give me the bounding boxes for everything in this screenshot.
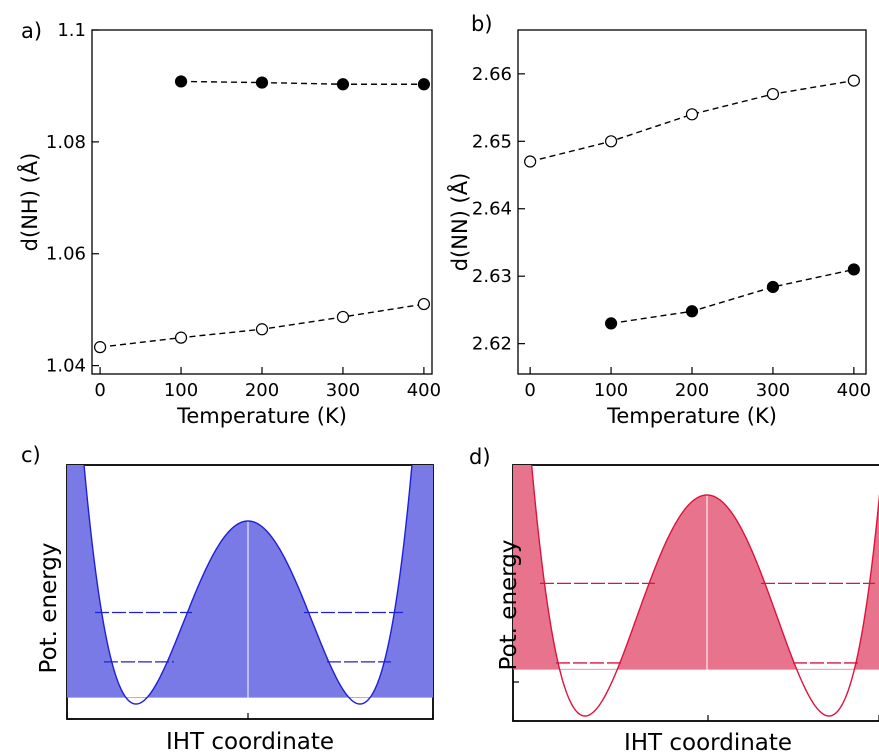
panel-d-potential-curve	[530, 465, 879, 717]
panel-c-label: c)	[21, 443, 41, 467]
panel-b-series-0-point	[847, 74, 860, 87]
panel-b: b) 0 100 200 300 400 2.62 2.63 2.64 2.65 2.66 Te…	[446, 12, 871, 428]
panel-b-series-0-point	[524, 155, 537, 168]
panel-a-series-0-point	[255, 76, 269, 89]
panel-c-ground-state-fill	[248, 465, 433, 698]
panel-b-series-1-line	[610, 268, 855, 325]
panel-a-series-1-point	[255, 323, 269, 336]
panel-b-y-tick-label: 2.66	[472, 64, 512, 85]
panel-b-y-tick-label: 2.62	[472, 334, 512, 355]
panel-c: c) IHT coordinate Pot. energy	[21, 443, 434, 755]
panel-b-series-1-point	[604, 317, 618, 330]
panel-b-y-tick-label: 2.63	[472, 266, 512, 287]
panel-b-x-tick-label: 300	[756, 380, 790, 401]
panel-b-x-axis-label: Temperature (K)	[606, 404, 777, 428]
panel-b-series-1-point	[847, 263, 860, 276]
panel-d-label: d)	[469, 445, 491, 469]
panel-b-y-tick-label: 2.64	[472, 199, 512, 220]
panel-c-y-axis-label: Pot. energy	[36, 543, 62, 674]
panel-a-series-1-point	[93, 341, 107, 354]
panel-b-label: b)	[471, 12, 493, 36]
panel-a-label: a)	[21, 19, 42, 43]
panel-a-series-0-point	[336, 78, 350, 91]
panel-a-x-axis-label: Temperature (K)	[176, 404, 347, 428]
panel-a-x-tick-label: 200	[245, 380, 279, 401]
panel-b-series-0-point	[685, 108, 699, 121]
panel-b-series-0-point	[604, 135, 618, 148]
panel-a-y-tick-label: 1.08	[46, 132, 86, 153]
panel-a-y-tick-label: 1.04	[46, 356, 86, 377]
panel-b-x-tick-label: 100	[594, 380, 628, 401]
panel-d-ground-state-fill	[707, 495, 879, 670]
panel-a-y-axis-label: d(NH) (Å)	[16, 153, 42, 252]
panel-a-series-0-point	[417, 78, 431, 91]
panel-a-x-tick-label: 100	[164, 380, 198, 401]
panel-c-potential-curve	[83, 465, 413, 705]
panel-b-series-0-line	[529, 79, 854, 163]
panel-a-series-1-point	[336, 310, 350, 324]
panel-a: a) 0 100 200 300 400 1.04 1.06 1.08 1.1 Tempera…	[16, 19, 441, 428]
panel-b-plot-frame	[517, 29, 867, 375]
panel-b-x-tick-label: 400	[837, 380, 871, 401]
panel-a-x-tick-label: 0	[94, 380, 105, 401]
panel-b-series-0-point	[766, 87, 780, 101]
panel-a-y-tick-label: 1.1	[57, 20, 86, 41]
panel-a-series-0-point	[174, 75, 188, 88]
panel-a-series-0-line	[181, 80, 424, 85]
panel-b-y-axis-label: d(NN) (Å)	[446, 173, 472, 272]
panel-c-ground-state-fill	[67, 465, 248, 698]
panel-b-series-1-point	[685, 305, 699, 318]
panel-b-x-tick-label: 0	[524, 380, 535, 401]
panel-b-series-1-point	[766, 280, 780, 294]
panel-a-series-1-point	[417, 297, 431, 311]
panel-b-y-tick-label: 2.65	[472, 131, 512, 152]
panel-a-y-tick-label: 1.06	[46, 244, 86, 265]
panel-d-ground-state-fill	[513, 465, 707, 670]
panel-a-x-tick-label: 300	[326, 380, 360, 401]
panel-d-x-axis-label: IHT coordinate	[624, 730, 792, 756]
panel-a-series-1-point	[174, 331, 188, 344]
panel-d: d) IHT coordinate Pot. energy	[469, 445, 879, 756]
panel-a-x-tick-label: 400	[407, 380, 441, 401]
panel-b-x-tick-label: 200	[675, 380, 709, 401]
panel-c-x-axis-label: IHT coordinate	[166, 729, 334, 755]
panel-d-y-axis-label: Pot. energy	[496, 540, 522, 671]
